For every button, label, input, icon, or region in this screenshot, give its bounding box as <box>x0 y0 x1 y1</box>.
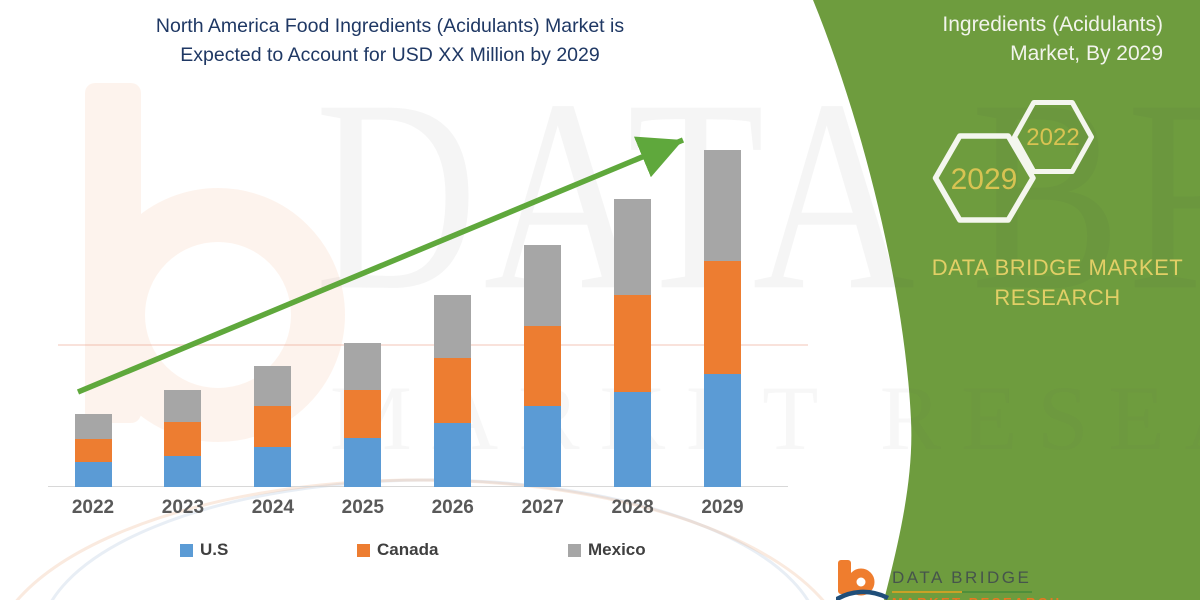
banner-heading-line2: Market, By 2029 <box>1010 42 1163 65</box>
legend-item-us: U.S <box>180 540 228 560</box>
legend-label-mexico: Mexico <box>588 540 646 559</box>
bar-segment-canada <box>704 261 741 374</box>
page-title: North America Food Ingredients (Acidulan… <box>60 12 720 70</box>
bar-segment-canada <box>254 406 292 447</box>
wave-watermark-line <box>58 344 808 346</box>
bar-segment-us <box>164 456 202 487</box>
hexagon-badges <box>932 100 1094 223</box>
bar-segment-us <box>704 374 741 487</box>
hexagon-2029 <box>932 133 1036 223</box>
bar-segment-mexico <box>704 150 741 261</box>
legend-item-mexico: Mexico <box>568 540 646 560</box>
hexagon-2029-label: 2029 <box>950 163 1018 196</box>
rule-gold-segment <box>892 591 962 593</box>
bar-segment-us <box>254 447 292 487</box>
bar-segment-mexico <box>434 295 472 358</box>
green-banner-path <box>813 0 1200 600</box>
x-axis-label-2024: 2024 <box>251 497 294 518</box>
bar-segment-canada <box>164 422 202 456</box>
x-axis-label-2029: 2029 <box>701 497 744 518</box>
bar-segment-mexico <box>254 366 292 406</box>
bar-segment-mexico <box>74 414 112 439</box>
rule-green-segment <box>962 591 1032 593</box>
bar-segment-us <box>74 462 112 487</box>
bar-segment-canada <box>614 295 652 392</box>
bar-2022 <box>74 414 112 487</box>
legend-swatch-us <box>180 543 193 557</box>
footer-logo-rule <box>892 591 1032 593</box>
banner-heading: Ingredients (Acidulants) Market, By 2029 <box>833 10 1163 68</box>
banner-heading-line1: Ingredients (Acidulants) <box>942 13 1163 36</box>
bar-2023 <box>164 390 202 487</box>
x-axis-label-2026: 2026 <box>431 497 474 518</box>
bar-segment-mexico <box>614 199 652 295</box>
bar-2027 <box>524 245 562 487</box>
legend-swatch-canada <box>357 543 370 557</box>
x-axis-label-2022: 2022 <box>71 497 115 518</box>
bar-2028 <box>614 199 652 487</box>
bar-segment-us <box>524 406 562 487</box>
bar-segment-canada <box>344 390 382 438</box>
footer-logo-name: DATA BRIDGE <box>892 568 1032 587</box>
x-axis-label-2028: 2028 <box>611 497 654 518</box>
bar-2026 <box>434 295 472 487</box>
page-title-line1: North America Food Ingredients (Acidulan… <box>155 15 625 37</box>
bar-segment-us <box>614 392 652 487</box>
bar-segment-us <box>434 423 472 487</box>
bar-2024 <box>254 366 292 487</box>
x-axis-label-2027: 2027 <box>521 497 564 518</box>
banner-brand-line1: DATA BRIDGE MARKET <box>931 255 1184 280</box>
page-title-line2: Expected to Account for USD XX Million b… <box>180 44 600 66</box>
bar-segment-canada <box>434 358 472 423</box>
bar-2025 <box>344 343 382 487</box>
legend-item-canada: Canada <box>357 540 438 560</box>
x-axis-label-2023: 2023 <box>161 497 205 518</box>
hexagon-2022-label: 2022 <box>1026 124 1080 151</box>
arrow-line <box>76 136 685 395</box>
banner-brand-line2: RESEARCH <box>994 285 1121 310</box>
bar-segment-mexico <box>524 245 562 326</box>
x-axis-line <box>48 486 788 487</box>
logo-b-icon <box>836 560 890 600</box>
bar-segment-us <box>344 438 382 487</box>
banner-brand-text: DATA BRIDGE MARKET RESEARCH <box>925 253 1190 313</box>
bar-2029 <box>704 150 741 487</box>
x-axis-label-2025: 2025 <box>341 497 384 518</box>
footer-logo-subtext: MARKET RESEARCH <box>892 595 1062 600</box>
bar-segment-canada <box>524 326 562 406</box>
bar-segment-mexico <box>344 343 382 390</box>
hexagon-2022 <box>1012 100 1094 174</box>
logo-b-watermark <box>85 83 345 442</box>
legend-swatch-mexico <box>568 543 581 557</box>
legend-label-us: U.S <box>200 540 229 559</box>
bar-segment-mexico <box>164 390 202 422</box>
brand-watermark-bottom: MARKET RESEARCH <box>330 367 1200 469</box>
legend-label-canada: Canada <box>377 540 439 559</box>
bar-segment-canada <box>74 439 112 462</box>
